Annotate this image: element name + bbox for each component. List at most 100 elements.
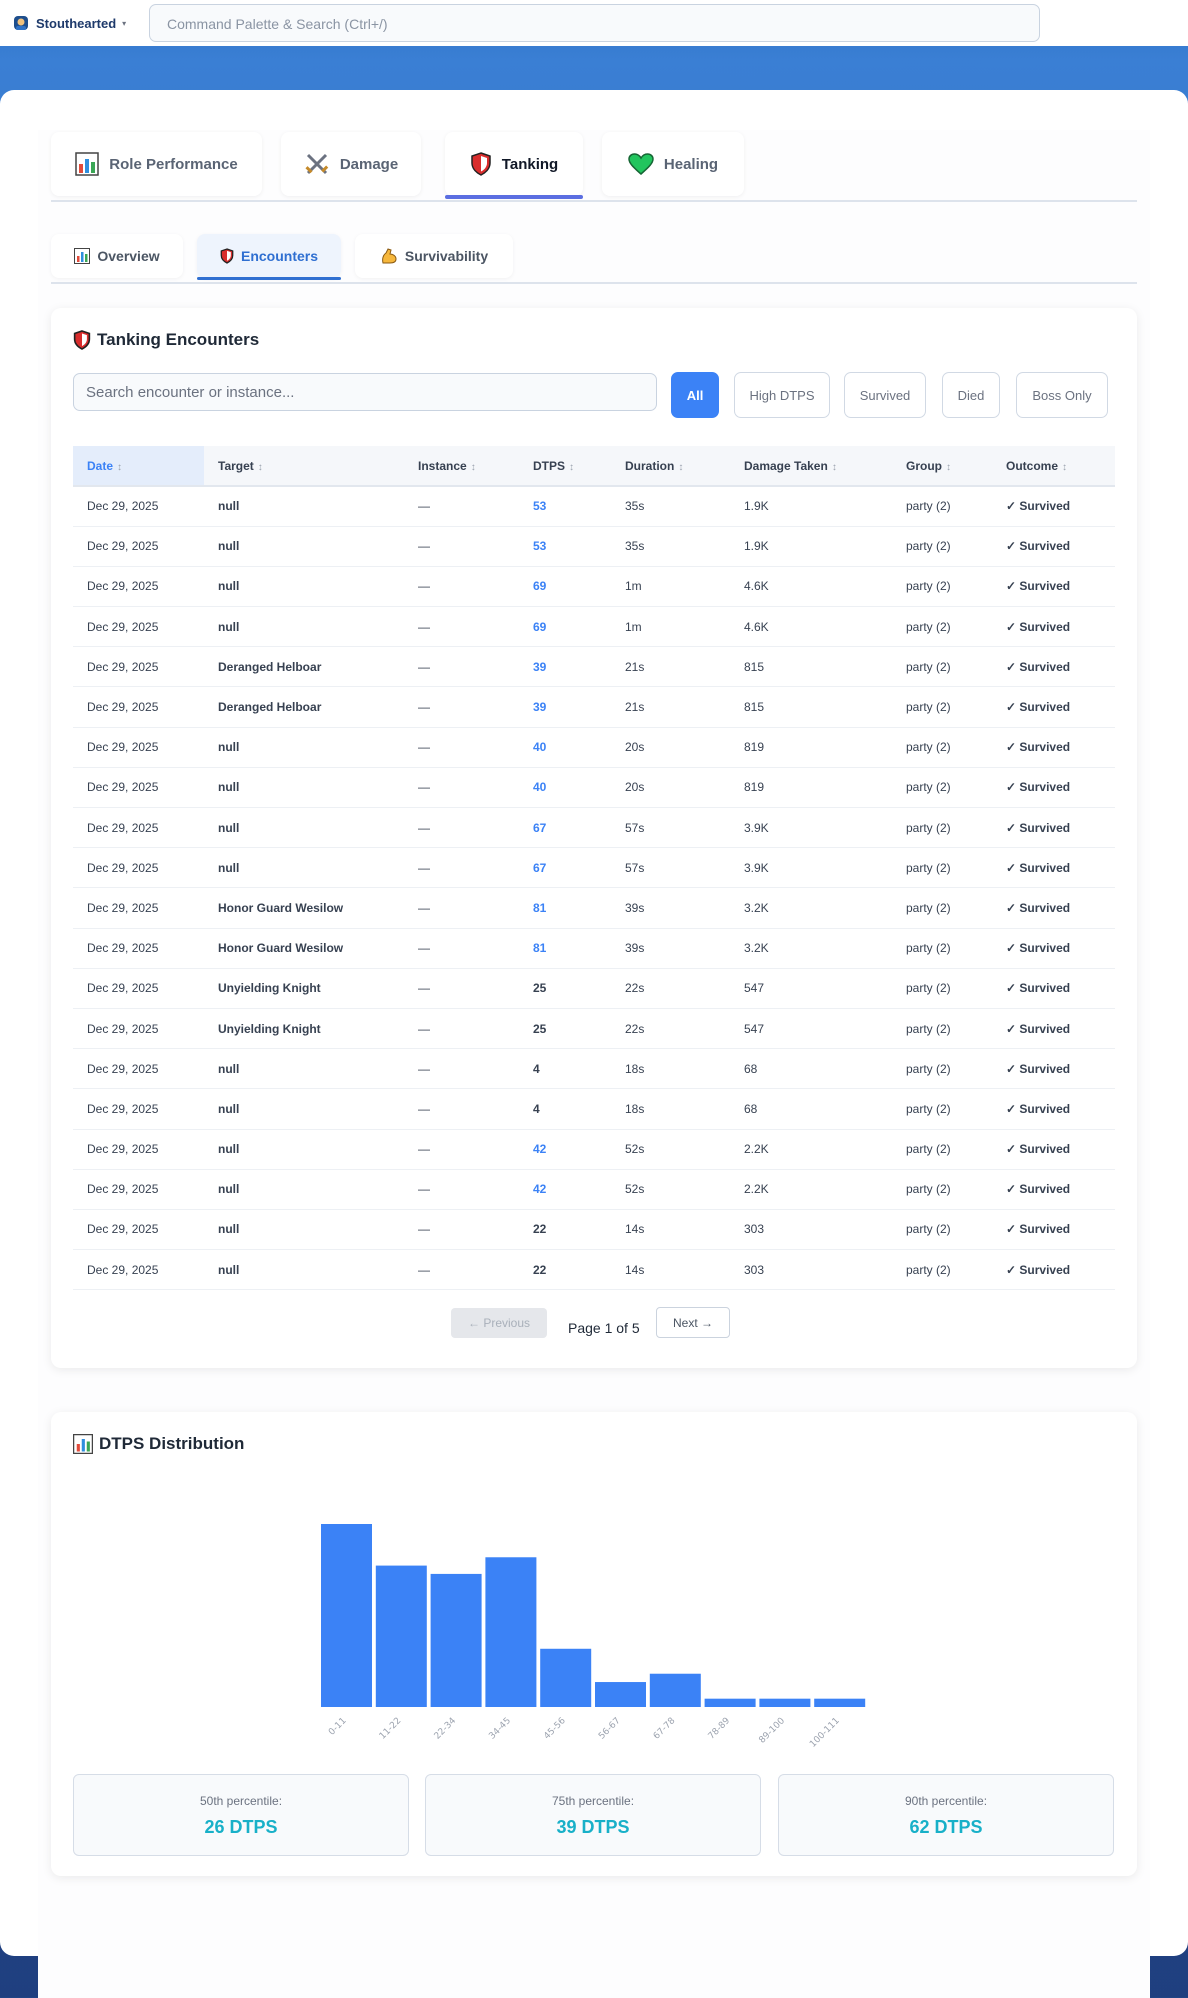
column-header-target[interactable]: Target ↕ (204, 446, 404, 487)
tab-encounters[interactable]: Encounters (197, 234, 341, 280)
table-row[interactable]: Dec 29, 2025 null —42 52s 2.2K party (2) ✓ Sur… (73, 1129, 1115, 1170)
cell-duration: 14s (611, 1209, 730, 1251)
cell-dtps: 81 (519, 887, 611, 929)
cell-outcome: ✓ Survived (992, 847, 1115, 889)
cell-dtps: 53 (519, 526, 611, 567)
cell-damage-taken: 3.9K (730, 807, 892, 849)
cell-dtps: 42 (519, 1169, 611, 1210)
cell-instance: — (404, 606, 519, 648)
cell-date: Dec 29, 2025 (73, 1249, 204, 1291)
tab-label: Encounters (240, 248, 318, 264)
cell-dtps: 25 (519, 1008, 611, 1050)
table-row[interactable]: Dec 29, 2025 null —53 35s 1.9K party (2) ✓ Sur… (73, 526, 1115, 567)
cell-date: Dec 29, 2025 (73, 807, 204, 849)
column-header-dtps[interactable]: DTPS ↕ (519, 446, 611, 487)
filter-died-button[interactable]: Died (942, 372, 1000, 418)
x-tick-label: 100-111 (808, 1716, 842, 1750)
command-palette-search-input[interactable]: Command Palette & Search (Ctrl+/) (149, 4, 1040, 42)
x-tick-label: 67-78 (652, 1716, 678, 1742)
cell-dtps: 67 (519, 847, 611, 889)
account-switcher[interactable]: Stouthearted ▾ (12, 14, 148, 32)
cell-outcome: ✓ Survived (992, 686, 1115, 728)
cell-target: null (204, 566, 404, 608)
cell-duration: 18s (611, 1088, 730, 1130)
cell-group: party (2) (892, 767, 992, 809)
cell-outcome: ✓ Survived (992, 807, 1115, 849)
table-row[interactable]: Dec 29, 2025 Deranged Helboar —39 21s 815 par… (73, 646, 1115, 688)
cell-dtps: 67 (519, 807, 611, 849)
x-tick-label: 45-56 (542, 1716, 568, 1742)
filter-survived-button[interactable]: Survived (844, 372, 926, 418)
cell-group: party (2) (892, 1088, 992, 1130)
cell-duration: 35s (611, 486, 730, 527)
tanking-encounters-panel: Tanking Encounters Search encounter or i… (51, 308, 1137, 1368)
cell-date: Dec 29, 2025 (73, 727, 204, 768)
table-row[interactable]: Dec 29, 2025 null —4 18s 68 party (2) ✓ Surviv… (73, 1088, 1115, 1130)
column-header-duration[interactable]: Duration ↕ (611, 446, 730, 487)
cell-damage-taken: 3.9K (730, 847, 892, 889)
page-indicator: Page 1 of 5 (568, 1320, 640, 1336)
cell-date: Dec 29, 2025 (73, 1008, 204, 1050)
shield-icon (220, 248, 234, 264)
cell-group: party (2) (892, 807, 992, 849)
cell-damage-taken: 3.2K (730, 928, 892, 969)
x-tick-label: 56-67 (597, 1716, 623, 1742)
cell-duration: 1m (611, 606, 730, 648)
bar-chart-icon (73, 1434, 93, 1454)
table-row[interactable]: Dec 29, 2025 Deranged Helboar —39 21s 815 par… (73, 686, 1115, 728)
encounter-search-input[interactable]: Search encounter or instance... (73, 373, 657, 411)
sort-icon: ↕ (678, 461, 684, 473)
cell-target: Honor Guard Wesilow (204, 887, 404, 929)
tab-role-performance[interactable]: Role Performance (51, 132, 262, 196)
tab-damage[interactable]: Damage (281, 132, 421, 196)
cell-duration: 14s (611, 1249, 730, 1291)
tab-overview[interactable]: Overview (51, 234, 183, 278)
cell-date: Dec 29, 2025 (73, 606, 204, 648)
table-row[interactable]: Dec 29, 2025 Unyielding Knight —25 22s 547 pa… (73, 1008, 1115, 1050)
table-row[interactable]: Dec 29, 2025 null —42 52s 2.2K party (2) ✓ Sur… (73, 1169, 1115, 1210)
table-row[interactable]: Dec 29, 2025 null —40 20s 819 party (2) ✓ Surv… (73, 767, 1115, 809)
table-row[interactable]: Dec 29, 2025 null —67 57s 3.9K party (2) ✓ Sur… (73, 847, 1115, 889)
table-row[interactable]: Dec 29, 2025 null —4 18s 68 party (2) ✓ Surviv… (73, 1048, 1115, 1090)
table-row[interactable]: Dec 29, 2025 null —22 14s 303 party (2) ✓ Surv… (73, 1209, 1115, 1251)
filter-all-button[interactable]: All (671, 372, 719, 418)
cell-damage-taken: 303 (730, 1209, 892, 1251)
table-row[interactable]: Dec 29, 2025 Honor Guard Wesilow —81 39s 3.2… (73, 928, 1115, 969)
cell-duration: 20s (611, 727, 730, 768)
column-header-damage-taken[interactable]: Damage Taken ↕ (730, 446, 892, 487)
table-header-row: Date ↕ Target ↕ Instance ↕ DTPS ↕ Duration ↕ … (73, 446, 1115, 487)
chart-bar (321, 1524, 372, 1707)
previous-page-button[interactable]: ← Previous (451, 1308, 547, 1338)
tab-label: Damage (339, 155, 399, 173)
cell-outcome: ✓ Survived (992, 968, 1115, 1009)
tab-survivability[interactable]: Survivability (355, 234, 513, 278)
table-row[interactable]: Dec 29, 2025 null —22 14s 303 party (2) ✓ Surv… (73, 1249, 1115, 1291)
cell-damage-taken: 547 (730, 1008, 892, 1050)
next-page-button[interactable]: Next → (656, 1307, 730, 1338)
column-header-date[interactable]: Date ↕ (73, 446, 204, 487)
column-header-outcome[interactable]: Outcome ↕ (992, 446, 1115, 487)
table-row[interactable]: Dec 29, 2025 null —40 20s 819 party (2) ✓ Surv… (73, 727, 1115, 768)
cell-target: null (204, 727, 404, 768)
panel-title: DTPS Distribution (73, 1434, 244, 1454)
cell-date: Dec 29, 2025 (73, 887, 204, 929)
tab-healing[interactable]: Healing (602, 132, 744, 196)
table-row[interactable]: Dec 29, 2025 null —67 57s 3.9K party (2) ✓ Sur… (73, 807, 1115, 849)
table-row[interactable]: Dec 29, 2025 Honor Guard Wesilow —81 39s 3.2… (73, 887, 1115, 929)
cell-target: Deranged Helboar (204, 686, 404, 728)
chart-bar (814, 1698, 866, 1707)
column-header-group[interactable]: Group ↕ (892, 446, 992, 487)
filter-high-dtps-button[interactable]: High DTPS (734, 372, 830, 418)
cell-dtps: 22 (519, 1209, 611, 1251)
bar-chart-icon (75, 152, 100, 176)
cell-damage-taken: 819 (730, 727, 892, 768)
tab-tanking[interactable]: Tanking (445, 132, 583, 199)
tab-label: Role Performance (109, 155, 238, 173)
cell-instance: — (404, 1048, 519, 1090)
table-row[interactable]: Dec 29, 2025 null —69 1m 4.6K party (2) ✓ Surv… (73, 606, 1115, 648)
column-header-instance[interactable]: Instance ↕ (404, 446, 519, 487)
table-row[interactable]: Dec 29, 2025 Unyielding Knight —25 22s 547 pa… (73, 968, 1115, 1009)
filter-boss-only-button[interactable]: Boss Only (1016, 372, 1108, 418)
table-row[interactable]: Dec 29, 2025 null —53 35s 1.9K party (2) ✓ Sur… (73, 486, 1115, 527)
table-row[interactable]: Dec 29, 2025 null —69 1m 4.6K party (2) ✓ Surv… (73, 566, 1115, 608)
